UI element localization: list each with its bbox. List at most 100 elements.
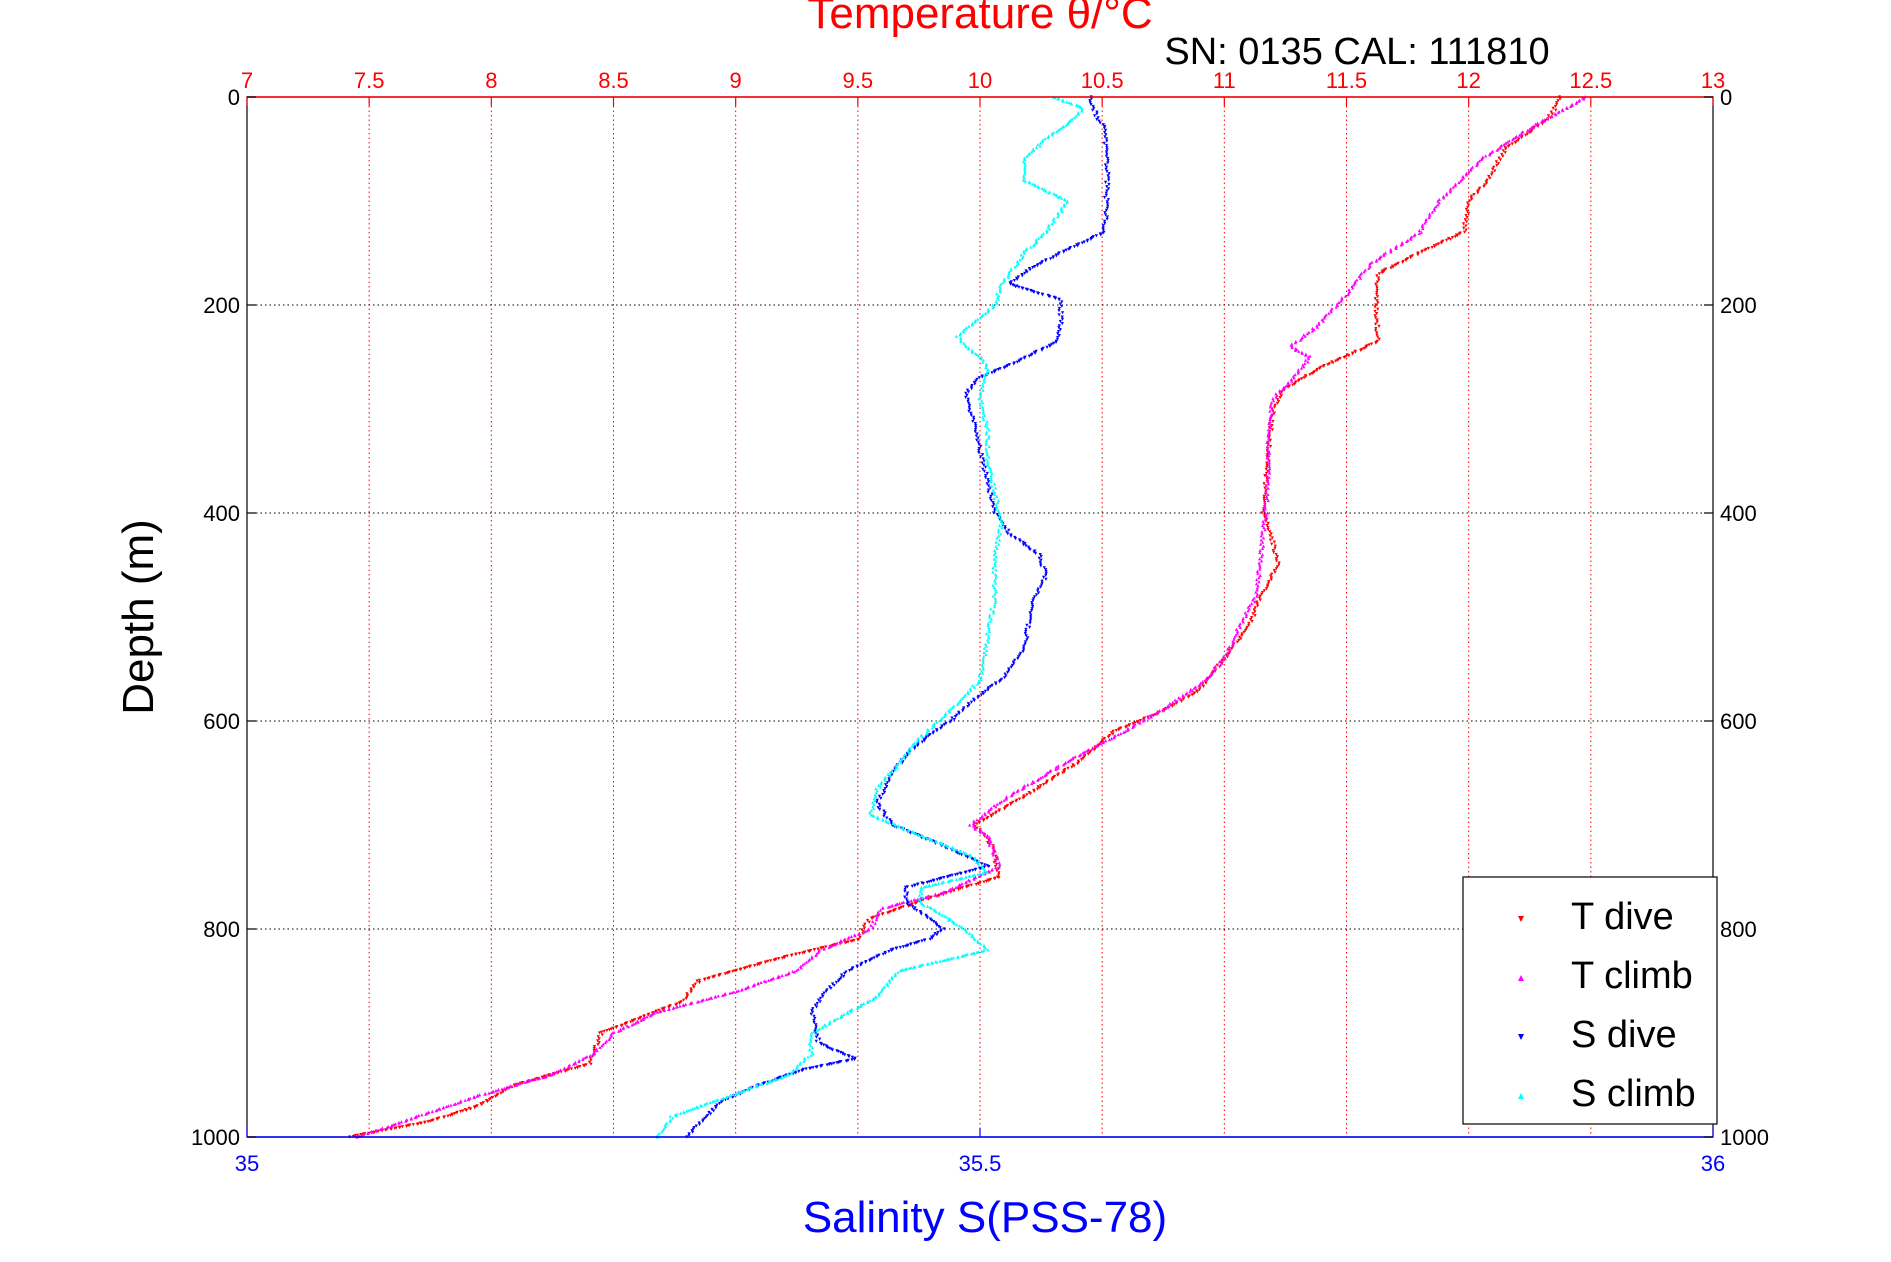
data-point xyxy=(751,984,755,988)
data-point xyxy=(1060,311,1065,315)
data-point xyxy=(873,995,877,1000)
data-point xyxy=(991,566,995,570)
data-point xyxy=(1040,775,1044,779)
data-point xyxy=(1201,684,1206,689)
data-point xyxy=(951,956,955,960)
data-point xyxy=(825,1063,829,1067)
data-point xyxy=(1077,754,1081,758)
data-point xyxy=(920,891,924,895)
data-point xyxy=(987,843,991,847)
data-point xyxy=(737,989,741,993)
data-point xyxy=(925,962,929,966)
data-point xyxy=(1322,316,1327,320)
data-point xyxy=(809,1037,813,1041)
data-point xyxy=(420,1113,424,1117)
data-point xyxy=(1467,170,1471,174)
data-point xyxy=(1262,509,1266,513)
data-point xyxy=(1015,360,1020,364)
data-point xyxy=(822,991,826,995)
data-point xyxy=(671,1116,675,1120)
data-point xyxy=(1269,574,1273,578)
data-point xyxy=(1072,764,1076,768)
data-point xyxy=(1036,589,1040,593)
data-point xyxy=(1197,684,1201,688)
data-point xyxy=(863,922,867,926)
data-point xyxy=(711,975,715,980)
data-point xyxy=(935,729,939,733)
data-point xyxy=(815,1029,819,1033)
data-point xyxy=(1300,351,1304,355)
data-point xyxy=(1048,344,1052,348)
data-point xyxy=(889,819,893,824)
data-point xyxy=(1243,629,1247,633)
data-point xyxy=(975,826,979,830)
data-point xyxy=(1267,469,1271,473)
data-point xyxy=(1336,358,1340,362)
data-point xyxy=(1453,183,1457,188)
data-point xyxy=(953,873,958,877)
grid xyxy=(247,97,1713,1137)
data-point xyxy=(882,813,887,817)
data-point xyxy=(989,480,993,484)
data-point xyxy=(1064,248,1068,252)
data-point xyxy=(1377,324,1381,329)
data-point xyxy=(589,1062,593,1066)
data-point xyxy=(1420,223,1425,227)
data-point xyxy=(991,853,995,857)
data-point xyxy=(1272,568,1276,573)
data-point xyxy=(1377,278,1381,282)
data-point xyxy=(487,1097,492,1102)
data-point xyxy=(1265,496,1269,501)
data-point xyxy=(1556,111,1560,115)
data-point xyxy=(1417,231,1421,235)
data-point xyxy=(473,1095,477,1100)
data-point xyxy=(1041,138,1045,142)
data-point xyxy=(1279,394,1284,398)
data-point xyxy=(1257,596,1262,600)
data-point xyxy=(1062,250,1066,254)
data-point xyxy=(975,860,979,865)
data-point xyxy=(839,973,844,977)
data-point xyxy=(972,415,976,419)
data-point xyxy=(799,966,803,970)
data-point xyxy=(839,1050,843,1055)
data-point xyxy=(878,804,882,808)
data-point xyxy=(996,534,1001,538)
data-point xyxy=(1267,471,1272,475)
data-point xyxy=(914,898,918,902)
data-point xyxy=(1033,265,1037,269)
data-point xyxy=(927,897,931,901)
data-point xyxy=(723,972,727,976)
data-point xyxy=(1444,193,1449,197)
data-point xyxy=(1173,698,1177,702)
data-point xyxy=(966,397,970,401)
data-point xyxy=(1104,133,1108,137)
data-point xyxy=(1040,579,1044,583)
data-point xyxy=(955,923,959,927)
data-point xyxy=(991,570,995,574)
data-point xyxy=(900,826,904,830)
data-point xyxy=(548,1073,553,1077)
data-point xyxy=(717,974,721,978)
data-point xyxy=(984,440,988,444)
data-point xyxy=(1264,587,1269,591)
data-point xyxy=(859,1004,863,1008)
data-point xyxy=(623,1022,627,1027)
data-point xyxy=(1303,353,1308,357)
data-point xyxy=(1103,135,1107,139)
data-point xyxy=(1574,101,1579,105)
data-point xyxy=(592,1047,596,1051)
data-point xyxy=(987,615,992,619)
data-point xyxy=(952,717,956,722)
data-point xyxy=(1488,153,1492,157)
data-point xyxy=(881,952,885,956)
data-point xyxy=(1302,365,1306,369)
data-point xyxy=(475,1094,479,1098)
data-point xyxy=(1138,718,1143,723)
data-point xyxy=(986,461,990,465)
data-point xyxy=(1035,264,1039,268)
data-point xyxy=(961,709,965,713)
data-point xyxy=(907,829,911,833)
data-point xyxy=(960,954,964,958)
